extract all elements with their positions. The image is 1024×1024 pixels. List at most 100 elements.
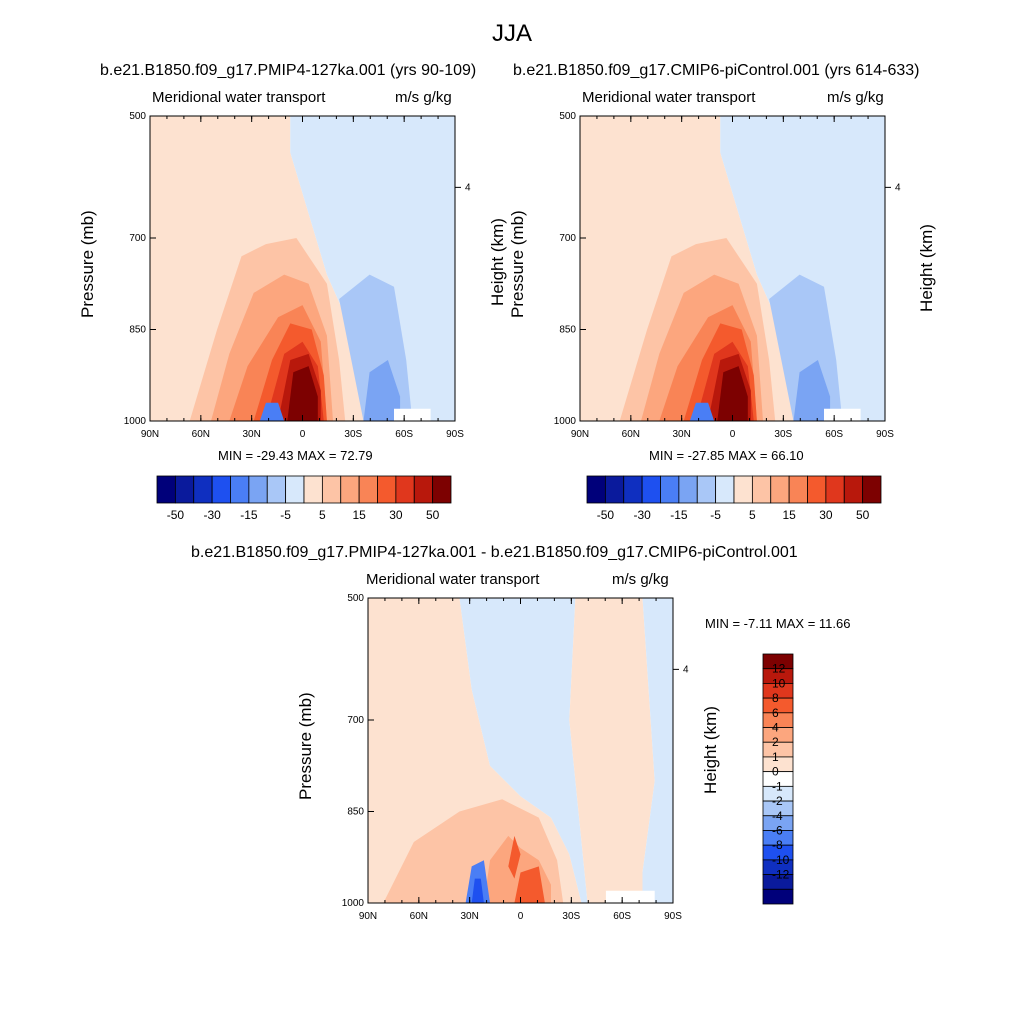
colorbar-swatch <box>266 475 287 504</box>
colorbar-label: 2 <box>772 735 779 749</box>
colorbar-swatch <box>303 475 323 504</box>
x-tick-label: 90N <box>571 429 589 440</box>
y-tick-label: 850 <box>347 807 364 818</box>
colorbar-swatch <box>733 475 753 504</box>
colorbar-swatch <box>211 475 231 504</box>
colorbar-label: 30 <box>389 508 403 522</box>
x-tick-label: 90S <box>664 911 682 922</box>
x-tick-label: 90N <box>359 911 377 922</box>
colorbar-label: 0 <box>772 765 779 779</box>
contour-band-7 <box>514 866 545 903</box>
colorbar-label: -8 <box>772 838 783 852</box>
x-tick-label: 0 <box>730 429 736 440</box>
y-tick-label: 500 <box>129 111 146 122</box>
colorbar-swatch <box>174 475 195 504</box>
colorbar-label: 15 <box>782 508 796 522</box>
colorbar-label: 12 <box>772 662 786 676</box>
panel3-minmax: MIN = -7.11 MAX = 11.66 <box>705 616 851 631</box>
colorbar-swatch <box>340 475 360 504</box>
x-tick-label: 30S <box>344 429 362 440</box>
colorbar-swatch <box>395 475 415 504</box>
contour-band-2 <box>569 598 655 903</box>
colorbar-swatch <box>377 475 397 504</box>
colorbar-swatch <box>696 475 717 504</box>
colorbar-swatch <box>285 475 305 504</box>
colorbar-label: 1 <box>772 750 779 764</box>
x-tick-label: 0 <box>300 429 306 440</box>
panel1-title: b.e21.B1850.f09_g17.PMIP4-127ka.001 (yrs… <box>100 62 477 79</box>
panel2-plot: 90N 60N 30N 0 30S 60S 90S 500 700 850 1000 4 <box>554 111 901 440</box>
x-tick-label: 90N <box>141 429 159 440</box>
y-right-tick-label: 4 <box>683 664 689 675</box>
contour-band-1 <box>459 598 588 903</box>
x-tick-label: 30S <box>562 911 580 922</box>
colorbar-swatch <box>660 475 680 504</box>
colorbar-label: 15 <box>352 508 366 522</box>
x-tick-label: 30N <box>460 911 478 922</box>
colorbar-swatch <box>678 475 698 504</box>
colorbar-label: -30 <box>633 508 651 522</box>
colorbar-label: -12 <box>772 868 790 882</box>
contour-fill <box>368 598 673 903</box>
contour-band-3 <box>642 598 673 903</box>
colorbar-swatch <box>751 475 772 504</box>
panel1-colorbar: -50 -30 -15 -5 5 15 30 50 <box>156 475 452 522</box>
y-tick-label: 1000 <box>124 416 147 427</box>
colorbar-label: -1 <box>772 779 783 793</box>
contour-band-10 <box>793 360 831 421</box>
x-tick-label: 60N <box>192 429 210 440</box>
contour-band-1 <box>720 116 885 421</box>
contour-band-11 <box>689 402 715 421</box>
colorbar-swatch <box>413 475 434 504</box>
y-tick-label: 500 <box>559 111 576 122</box>
colorbar-swatch <box>156 475 176 504</box>
panel2-title: b.e21.B1850.f09_g17.CMIP6-piControl.001 … <box>513 62 920 79</box>
colorbar-label: -30 <box>203 508 221 522</box>
panel2-ylabel: Pressure (mb) <box>508 210 527 318</box>
colorbar-swatch <box>432 475 452 504</box>
y-tick-label: 1000 <box>342 898 365 909</box>
colorbar-label: -6 <box>772 823 783 837</box>
colorbar-label: -2 <box>772 794 783 808</box>
colorbar-swatch <box>770 475 790 504</box>
colorbar-label: 50 <box>426 508 440 522</box>
x-tick-label: 0 <box>518 911 524 922</box>
colorbar-label: 5 <box>749 508 756 522</box>
panel2-minmax: MIN = -27.85 MAX = 66.10 <box>649 448 804 463</box>
colorbar-label: 10 <box>772 676 786 690</box>
colorbar-swatch <box>586 475 606 504</box>
colorbar-label: 30 <box>819 508 833 522</box>
colorbar-swatch <box>641 475 661 504</box>
colorbar-swatch <box>807 475 827 504</box>
y-tick-label: 700 <box>129 233 146 244</box>
colorbar-label: 50 <box>856 508 870 522</box>
x-tick-label: 60S <box>395 429 413 440</box>
x-tick-label: 30N <box>242 429 260 440</box>
contour-band-10 <box>605 890 655 903</box>
colorbar-swatch <box>843 475 864 504</box>
colorbar-swatch <box>321 475 342 504</box>
panel3-right-header: m/s g/kg <box>612 571 669 588</box>
contour-band-8 <box>717 366 748 421</box>
x-tick-label: 30N <box>672 429 690 440</box>
contour-band-11 <box>259 402 285 421</box>
colorbar-label: -15 <box>240 508 258 522</box>
colorbar-label: 5 <box>319 508 326 522</box>
x-tick-label: 60N <box>410 911 428 922</box>
contour-band-10 <box>363 360 401 421</box>
colorbar-swatch <box>358 475 378 504</box>
colorbar-label: -15 <box>670 508 688 522</box>
y-tick-label: 850 <box>129 325 146 336</box>
colorbar-swatch <box>788 475 808 504</box>
panel3-ylabel-right: Height (km) <box>701 706 720 794</box>
colorbar-swatch <box>248 475 268 504</box>
panel1-left-header: Meridional water transport <box>152 89 326 106</box>
panel1-minmax: MIN = -29.43 MAX = 72.79 <box>218 448 373 463</box>
x-tick-label: 90S <box>446 429 464 440</box>
panel3-left-header: Meridional water transport <box>366 571 540 588</box>
contour-fill <box>580 116 885 421</box>
colorbar-swatch <box>193 475 213 504</box>
panel1-ylabel: Pressure (mb) <box>78 210 97 318</box>
contour-band-1 <box>290 116 455 421</box>
